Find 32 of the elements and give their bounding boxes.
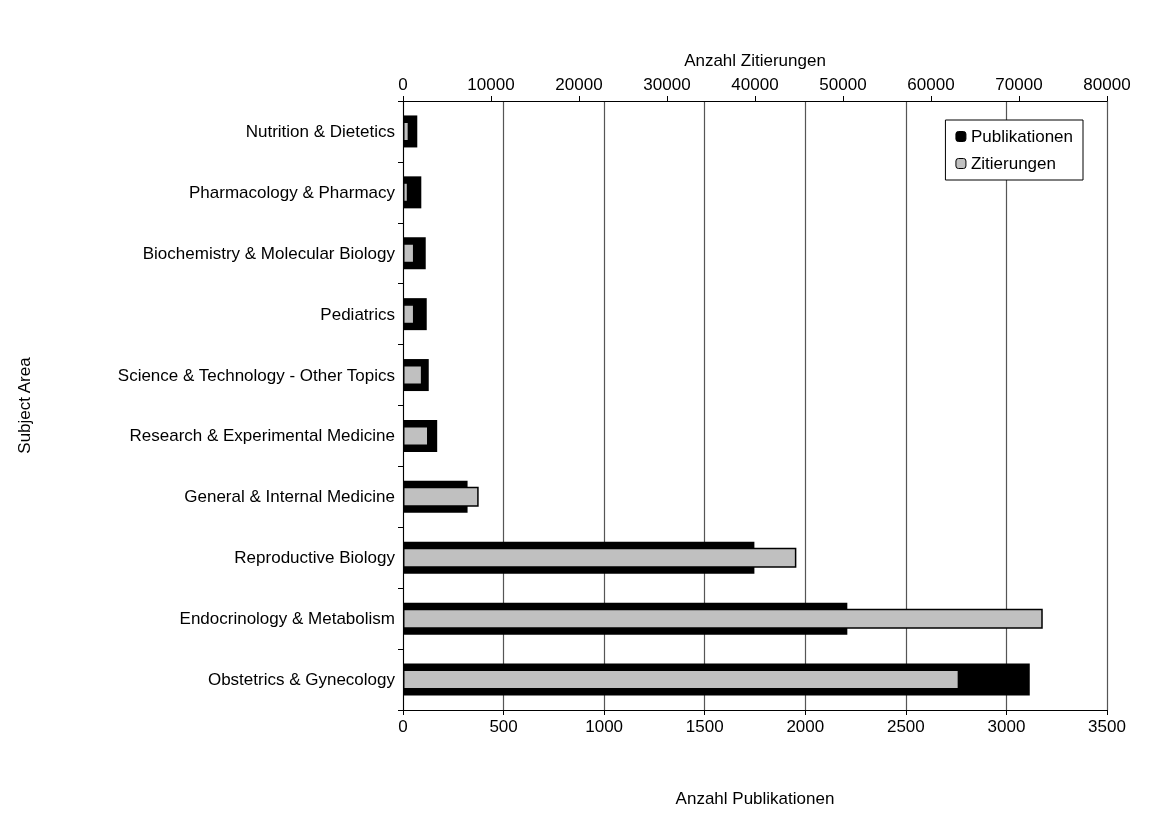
x-tick-label: 2000 [786,717,825,736]
x-tick-label: 500 [489,717,518,736]
y-axis-title: Subject Area [15,356,34,454]
y-tick-label: Endocrinology & Metabolism [179,609,395,629]
x2-axis-title: Anzahl Zitierungen [684,51,826,70]
y-tick-label: Science & Technology - Other Topics [117,365,395,385]
x2-tick-label: 60000 [907,75,955,94]
legend-label: Publikationen [970,127,1073,146]
y-tick-label: Pediatrics [320,304,395,324]
x2-tick-label: 10000 [467,75,515,94]
x-tick-label: 0 [398,717,408,736]
x2-tick-label: 0 [398,75,408,94]
x-tick-label: 2500 [886,717,925,736]
x-tick-label: 1500 [685,717,724,736]
x-tick-label: 3500 [1088,717,1126,736]
x-tick-label: 1000 [585,717,624,736]
x2-tick-label: 20000 [555,75,603,94]
y-tick-label: Obstetrics & Gynecology [207,670,396,690]
x-axis-title: Anzahl Publikationen [675,789,835,808]
x2-tick-label: 80000 [1083,75,1131,94]
y-tick-label: Research & Experimental Medicine [129,426,395,446]
y-tick-label: Nutrition & Dietetics [245,121,395,141]
y-tick-label: Pharmacology & Pharmacy [189,182,396,202]
y-tick-label: Reproductive Biology [234,548,396,568]
x2-tick-label: 40000 [731,75,779,94]
x2-tick-label: 30000 [643,75,691,94]
x-tick-label: 3000 [987,717,1026,736]
x2-tick-label: 70000 [995,75,1043,94]
y-tick-label: General & Internal Medicine [184,487,395,507]
y-tick-label: Biochemistry & Molecular Biology [142,243,396,263]
legend-label: Zitierungen [970,154,1056,173]
x2-tick-label: 50000 [819,75,867,94]
